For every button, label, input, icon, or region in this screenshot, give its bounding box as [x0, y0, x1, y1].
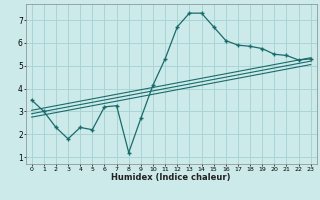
X-axis label: Humidex (Indice chaleur): Humidex (Indice chaleur)	[111, 173, 231, 182]
